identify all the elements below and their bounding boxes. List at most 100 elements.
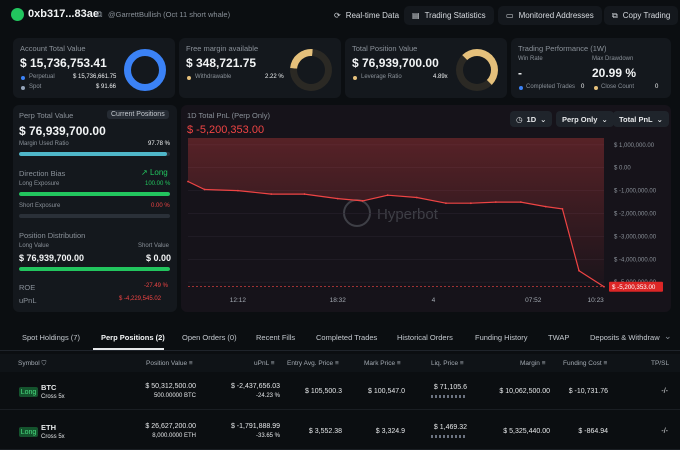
pnl-point xyxy=(270,193,273,195)
total-position-value: $ 76,939,700.00 xyxy=(352,56,439,70)
col-tpsl: TP/SL xyxy=(651,360,670,367)
y-tick-label: $ 0.00 xyxy=(614,166,631,172)
tab-0[interactable]: Spot Holdings (7) xyxy=(22,333,80,342)
pnl-point xyxy=(361,200,364,202)
upnl-percent: -24.23 % xyxy=(255,393,280,399)
pnl-point xyxy=(578,269,580,272)
leverage-mode: Cross 5x xyxy=(41,394,65,400)
entry-price: $ 3,552.38 xyxy=(308,428,342,435)
tpsl[interactable]: -/- xyxy=(661,428,668,435)
margin: $ 10,062,500.00 xyxy=(499,388,550,395)
tab-4[interactable]: Completed Trades xyxy=(316,333,378,342)
pnl-chart: Hyperbot $ 1,000,000.00 $ 0.00 $ -1,000,00… xyxy=(187,138,663,304)
pnl-point xyxy=(519,201,522,203)
short-exposure-bar xyxy=(19,214,170,218)
tab-3[interactable]: Recent Fills xyxy=(256,333,296,342)
last-value-badge xyxy=(609,281,663,292)
col-symbol[interactable]: Symbol ⛉ xyxy=(18,360,47,367)
copy-icon[interactable]: ⧉ xyxy=(96,9,103,19)
perpetual-dot xyxy=(21,76,25,80)
free-margin-donut xyxy=(281,40,341,100)
pnl-area xyxy=(188,138,604,287)
pnl-point xyxy=(494,201,497,203)
y-tick-label: $ -2,000,000.00 xyxy=(614,212,657,218)
x-tick-label: 4 xyxy=(432,297,436,304)
table-row[interactable] xyxy=(0,374,680,410)
long-value: $ 76,939,700.00 xyxy=(19,253,85,263)
col-liq[interactable]: Liq. Price ≡ xyxy=(431,360,464,367)
active-tab-underline xyxy=(93,348,164,350)
position-size: 8,000.0000 ETH xyxy=(152,433,196,439)
chart-title: 1D Total PnL (Perp Only) xyxy=(187,111,270,120)
scope-dropdown[interactable]: Perp Only ⌄ xyxy=(556,111,614,127)
wallet-avatar xyxy=(11,8,24,21)
pnl-point xyxy=(603,285,605,288)
perp-total-value: $ 76,939,700.00 xyxy=(19,124,106,138)
position-size: 500.00000 BTC xyxy=(153,393,196,399)
account-donut xyxy=(124,49,166,91)
col-upnl[interactable]: uPnL ≡ xyxy=(254,360,275,367)
trend-up-icon: ↗ xyxy=(141,168,150,177)
chevron-down-icon: ⌄ xyxy=(656,114,663,124)
margin: $ 5,325,440.00 xyxy=(503,428,550,435)
filter-icon[interactable]: ⛉ xyxy=(41,360,47,367)
monitor-icon: ▭ xyxy=(506,11,514,20)
monitored-addresses-button[interactable]: ▭ Monitored Addresses xyxy=(498,6,602,25)
upnl: $ -2,437,656.03 xyxy=(230,383,280,390)
last-value-label: $ -5,200,353.00 xyxy=(612,284,656,291)
trading-statistics-button[interactable]: ▤ Trading Statistics xyxy=(404,6,494,25)
roe-value: -27.49 % xyxy=(144,283,169,289)
account-total-card: Account Total Value $ 15,736,753.41 Perp… xyxy=(13,38,175,98)
funding-cost: $ -10,731.76 xyxy=(568,388,608,395)
pnl-point xyxy=(386,194,389,197)
tpsl[interactable]: -/- xyxy=(661,388,668,395)
copy-trading-icon: ⧉ xyxy=(612,10,618,20)
liq-price: $ 1,469.32 xyxy=(433,424,467,431)
chevron-down-icon: ⌄ xyxy=(540,114,547,124)
entry-price: $ 105,500.3 xyxy=(305,388,342,395)
col-position-value[interactable]: Position Value ≡ xyxy=(146,360,193,367)
col-margin[interactable]: Margin ≡ xyxy=(520,360,546,367)
position-value: $ 50,312,500.00 xyxy=(145,383,196,390)
account-total-value: $ 15,736,753.41 xyxy=(20,56,107,70)
current-positions-button[interactable]: Current Positions xyxy=(107,110,169,119)
y-tick-label: $ 1,000,000.00 xyxy=(614,143,655,149)
col-mark[interactable]: Mark Price ≡ xyxy=(364,360,401,367)
direction-bias-value: ↗ Long xyxy=(141,168,168,177)
tab-7[interactable]: TWAP xyxy=(548,333,570,342)
pnl-point xyxy=(336,197,339,200)
col-entry[interactable]: Entry Avg. Price ≡ xyxy=(287,360,339,367)
tab-2[interactable]: Open Orders (0) xyxy=(182,333,237,342)
funding-cost: $ -864.94 xyxy=(578,428,608,435)
copy-trading-button[interactable]: ⧉ Copy Trading xyxy=(604,6,679,25)
table-header-bg xyxy=(0,354,680,372)
timeframe-dropdown[interactable]: ◷ 1D ⌄ xyxy=(510,111,553,127)
sort-icon: ≡ xyxy=(270,360,275,367)
tab-5[interactable]: Historical Orders xyxy=(397,333,453,342)
pnl-point xyxy=(187,180,189,183)
tab-8[interactable]: Deposits & Withdraw xyxy=(590,333,660,342)
metric-dropdown[interactable]: Total PnL ⌄ xyxy=(613,111,669,127)
col-funding[interactable]: Funding Cost ≡ xyxy=(563,360,608,367)
coin-symbol[interactable]: BTC xyxy=(41,383,57,392)
realtime-data-button[interactable]: ⟳ Real-time Data xyxy=(334,11,400,20)
x-tick-label: 18:32 xyxy=(330,297,347,304)
coin-symbol[interactable]: ETH xyxy=(41,423,56,432)
total-position-card: Total Position Value $ 76,939,700.00 Lev… xyxy=(345,38,507,98)
win-rate-value: - xyxy=(518,66,522,80)
tab-6[interactable]: Funding History xyxy=(475,333,528,342)
tab-1[interactable]: Perp Positions (2) xyxy=(101,333,165,342)
leverage-donut xyxy=(456,49,498,91)
pnl-point xyxy=(561,208,564,210)
svg-text:Hyperbot: Hyperbot xyxy=(377,206,439,223)
tabs-more-chevron-icon[interactable]: ⌄ xyxy=(664,331,672,341)
pnl-point xyxy=(237,189,239,192)
long-exposure-fill xyxy=(19,192,170,196)
pnl-point xyxy=(445,202,447,205)
wallet-address[interactable]: 0xb317...83ae xyxy=(28,8,99,20)
y-tick-label: $ -3,000,000.00 xyxy=(614,234,657,240)
chart-pnl-value: $ -5,200,353.00 xyxy=(187,124,265,136)
liq-distance-dots xyxy=(431,395,467,398)
mark-price: $ 100,547.0 xyxy=(368,388,405,395)
perp-panel: Perp Total Value Current Positions $ 76,… xyxy=(13,105,177,312)
